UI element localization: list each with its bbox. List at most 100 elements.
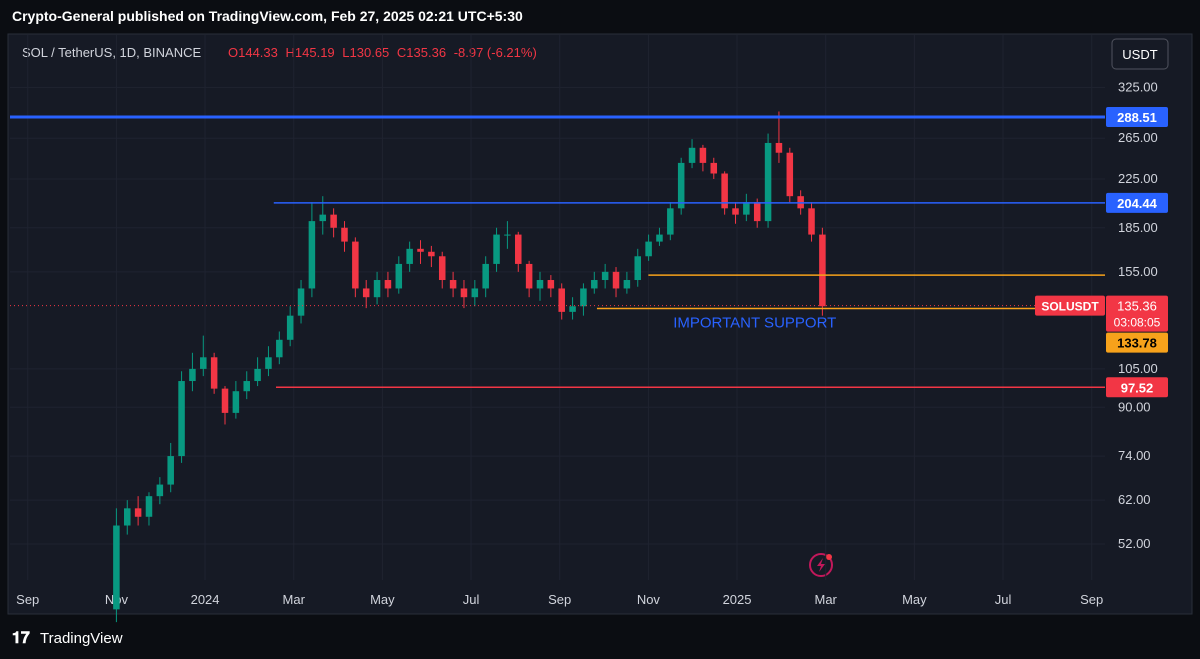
candle-body <box>330 214 337 228</box>
candle-body <box>753 202 761 222</box>
candle-body <box>667 208 674 235</box>
candle-body <box>808 208 815 235</box>
candle-body <box>428 251 435 257</box>
chart-frame <box>7 33 1193 615</box>
candle-body <box>634 256 641 281</box>
candle-body <box>525 263 533 289</box>
symbol-info: SOL / TetherUS, 1D, BINANCE <box>22 45 202 60</box>
y-tick-label: 155.00 <box>1118 264 1158 279</box>
notification-dot <box>826 554 832 560</box>
currency-button[interactable] <box>1111 38 1169 70</box>
candle-body <box>395 263 403 289</box>
level-tag <box>1106 377 1168 398</box>
candle-body <box>265 357 272 369</box>
candle-body <box>438 256 446 281</box>
x-tick-label: May <box>370 592 395 607</box>
price-tag <box>1106 295 1168 332</box>
candle-body <box>591 280 598 289</box>
price-tag-label: 135.36 <box>1117 299 1157 314</box>
lightning-bolt <box>817 558 825 572</box>
candle-body <box>308 221 316 289</box>
candle-body <box>373 280 381 298</box>
candle-body <box>482 263 489 289</box>
y-tick-label: 105.00 <box>1118 361 1158 376</box>
candle-body <box>732 208 739 215</box>
candle-body <box>362 288 370 298</box>
x-tick-label: May <box>902 592 927 607</box>
y-tick-label: 52.00 <box>1118 536 1151 551</box>
ohlc: O144.33 H145.19 L130.65 C135.36 -8.97 (-… <box>228 45 537 60</box>
x-tick-label: Mar <box>815 592 838 607</box>
candle-body <box>210 357 218 389</box>
candle-body <box>743 202 750 215</box>
candle-body <box>536 280 544 289</box>
level-tag-label: 97.52 <box>1121 380 1154 395</box>
candle-body <box>178 381 185 457</box>
candle-body <box>677 162 685 209</box>
candle-body <box>764 142 772 222</box>
currency-label[interactable]: USDT <box>1122 47 1157 62</box>
symbol-tag-label: SOLUSDT <box>1041 300 1099 314</box>
y-tick-label: 74.00 <box>1118 448 1151 463</box>
candle-body <box>167 456 174 485</box>
candle-body <box>819 234 826 307</box>
candle-body <box>200 357 207 369</box>
candle-body <box>645 241 652 257</box>
candle-body <box>417 248 424 252</box>
ohlc-low: L130.65 <box>342 45 389 60</box>
candle-body <box>189 368 196 382</box>
candle-body <box>221 388 229 413</box>
candle-body <box>286 315 294 340</box>
lightning-icon[interactable] <box>809 553 833 577</box>
candle-body <box>341 227 348 242</box>
logo-mark: 𝟏𝟕 <box>12 630 30 647</box>
candle-body <box>775 142 783 153</box>
candle-body <box>449 280 457 289</box>
footer-logo: TradingView <box>40 630 123 647</box>
x-tick-label: Nov <box>637 592 661 607</box>
x-tick-label: Jul <box>463 592 480 607</box>
level-tag-label: 204.44 <box>1117 196 1158 211</box>
candle-body <box>569 306 576 312</box>
x-tick-label: Sep <box>1080 592 1103 607</box>
candle-body <box>699 147 707 163</box>
countdown-label: 03:08:05 <box>1114 316 1161 330</box>
candle-body <box>276 339 283 358</box>
level-tag-label: 288.51 <box>1117 110 1157 125</box>
ohlc-close: C135.36 <box>397 45 446 60</box>
annotation: IMPORTANT SUPPORT <box>673 314 836 331</box>
y-tick-label: 225.00 <box>1118 171 1158 186</box>
candle-body <box>601 271 609 281</box>
symbol-tag <box>1035 295 1105 316</box>
candle-body <box>558 288 565 312</box>
x-tick-label: Sep <box>16 592 39 607</box>
y-tick-label: 325.00 <box>1118 79 1158 94</box>
candle-body <box>352 241 359 289</box>
y-tick-label: 185.00 <box>1118 220 1158 235</box>
candle-body <box>243 381 250 392</box>
candle-body <box>721 173 728 209</box>
y-tick-label: 265.00 <box>1118 130 1158 145</box>
candle-body <box>384 280 392 289</box>
candle-body <box>688 147 696 163</box>
level-tag-label: 133.78 <box>1117 336 1157 351</box>
candle-body <box>297 288 305 316</box>
level-tag <box>1106 192 1168 213</box>
candle-body <box>406 248 413 264</box>
level-tag <box>1106 107 1168 128</box>
candle-body <box>145 496 153 517</box>
published-line: Crypto-General published on TradingView.… <box>12 8 523 24</box>
x-tick-label: 2024 <box>191 592 220 607</box>
x-tick-label: Sep <box>548 592 571 607</box>
plot-area: 325.00 265.00 225.00 185.00 155.00 105.00 90.0… <box>10 35 1168 623</box>
candle-body <box>493 234 500 264</box>
x-tick-label: 2025 <box>723 592 752 607</box>
candle-body <box>319 214 327 222</box>
ohlc-change: -8.97 (-6.21%) <box>454 45 537 60</box>
y-tick-label: 62.00 <box>1118 492 1151 507</box>
candle-body <box>547 280 555 289</box>
level-tag <box>1106 332 1168 353</box>
ohlc-open: O144.33 <box>228 45 278 60</box>
candle-body <box>656 234 663 242</box>
